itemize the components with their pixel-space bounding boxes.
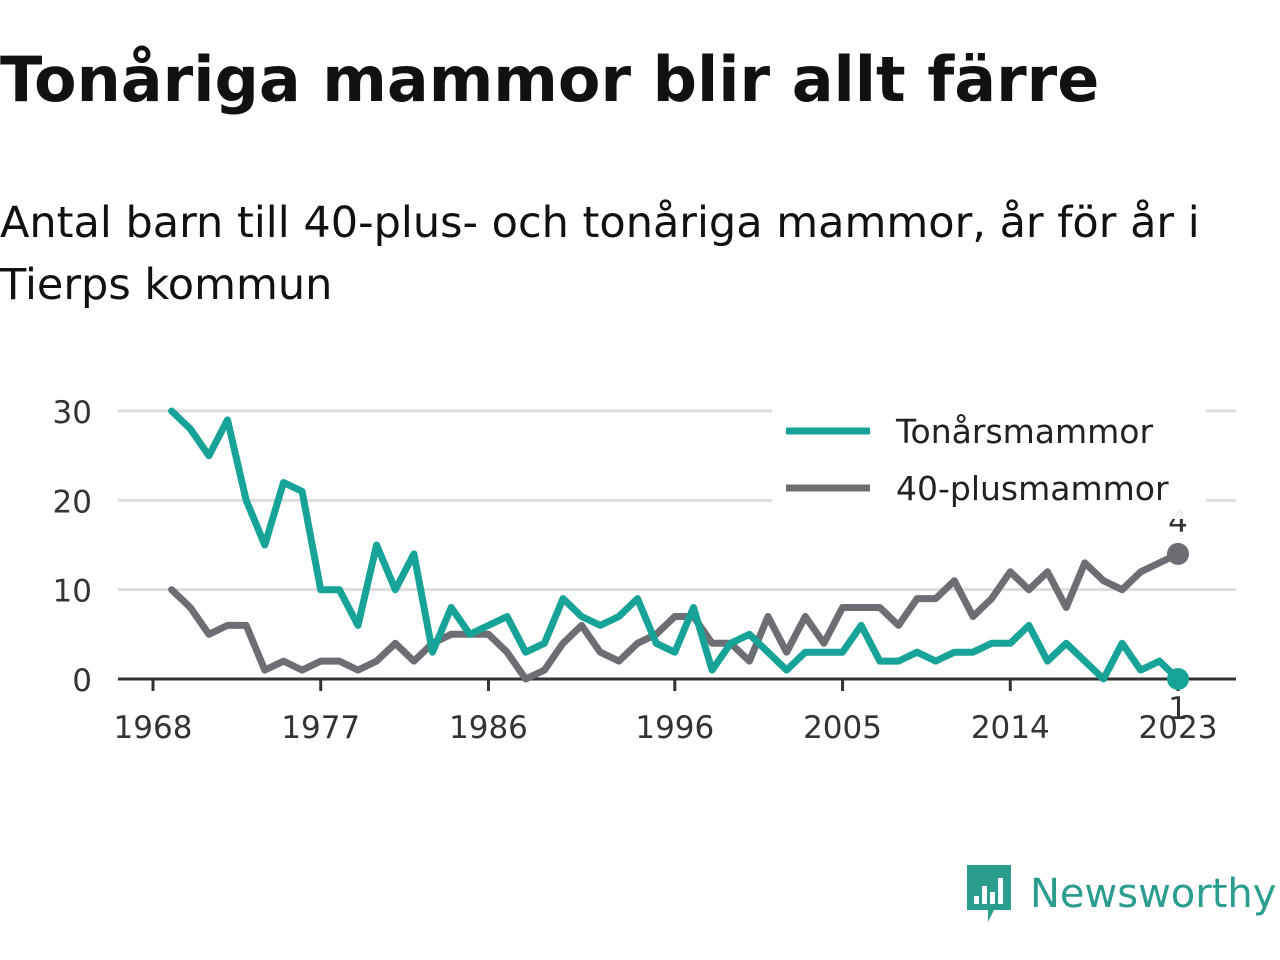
y-tick-label: 0 xyxy=(72,663,92,699)
y-tick-label: 10 xyxy=(53,574,92,610)
bar-chart-logo-icon xyxy=(967,865,1011,922)
newsworthy-brand: Newsworthy xyxy=(964,862,1276,926)
series-line-1 xyxy=(168,550,1182,683)
x-tick-label: 1977 xyxy=(281,710,360,746)
x-tick-label: 1968 xyxy=(114,710,193,746)
legend-box xyxy=(772,405,1206,519)
x-tick-label: 2014 xyxy=(971,710,1050,746)
x-tick-label: 1986 xyxy=(449,710,528,746)
x-tick-label: 1996 xyxy=(635,710,714,746)
y-tick-label: 30 xyxy=(53,395,92,431)
series-end-label-0: 1 xyxy=(1168,691,1188,727)
series-end-marker-0 xyxy=(1167,668,1189,690)
brand-name: Newsworthy xyxy=(1030,871,1277,917)
x-tick-label: 2005 xyxy=(803,710,882,746)
x-tick-label: 2023 xyxy=(1139,710,1218,746)
chart-subtitle: Antal barn till 40-plus- och tonåriga ma… xyxy=(0,198,1200,310)
series-line-0 xyxy=(168,407,1182,683)
chart-title: Tonåriga mammor blir allt färre xyxy=(0,43,1100,116)
y-tick-label: 20 xyxy=(53,484,92,520)
legend-label-0: Tonårsmammor xyxy=(895,412,1153,451)
legend-label-1: 40-plusmammor xyxy=(896,469,1169,508)
series-end-marker-1 xyxy=(1167,542,1189,565)
